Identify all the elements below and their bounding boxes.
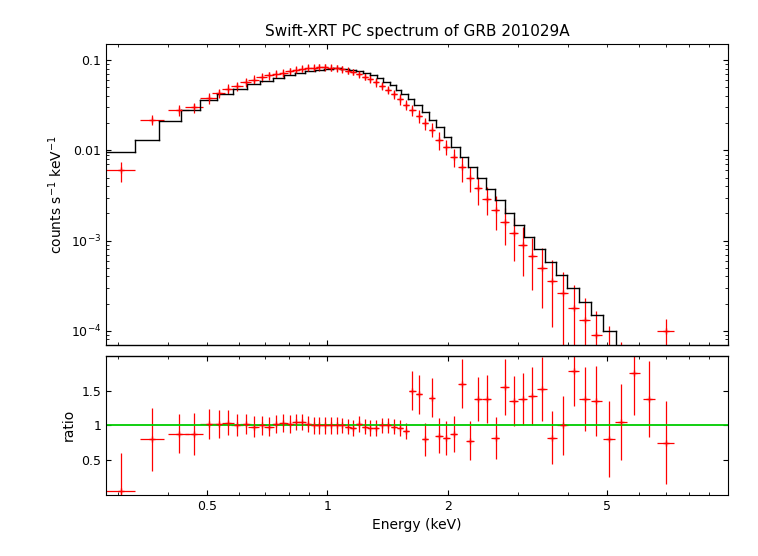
Y-axis label: ratio: ratio xyxy=(61,409,76,441)
Title: Swift-XRT PC spectrum of GRB 201029A: Swift-XRT PC spectrum of GRB 201029A xyxy=(265,24,569,39)
Y-axis label: counts s$^{-1}$ keV$^{-1}$: counts s$^{-1}$ keV$^{-1}$ xyxy=(47,135,65,254)
X-axis label: Energy (keV): Energy (keV) xyxy=(372,518,462,532)
